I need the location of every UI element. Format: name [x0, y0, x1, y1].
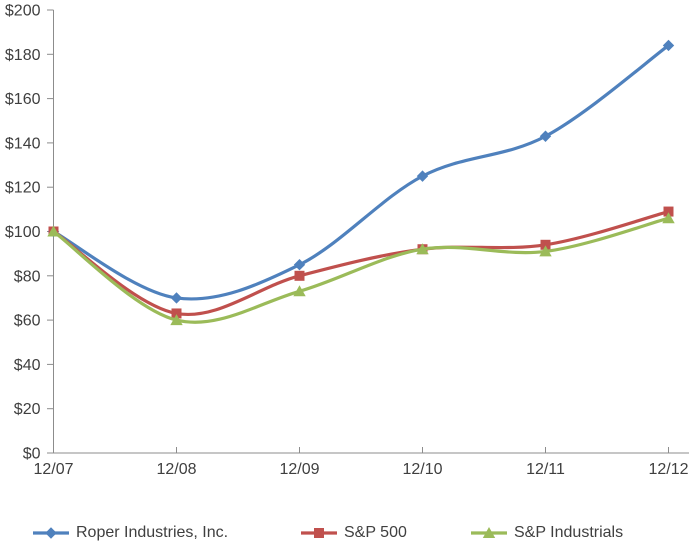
y-tick-label: $60 [14, 313, 41, 330]
y-tick-label: $80 [14, 268, 41, 285]
x-tick-label: 12/11 [526, 461, 565, 478]
legend-square-marker-icon [301, 528, 337, 538]
y-tick-label: $180 [5, 47, 41, 64]
plot-area: $0 $20 $40 $60 $80 $100 $120 $140 $160 $180 $200 12… [5, 3, 689, 478]
data-point-s-p-industrials [539, 245, 552, 257]
data-point-roper-industries-inc [539, 130, 552, 142]
data-point-s-p-industrials [416, 243, 429, 255]
y-tick-label: $100 [5, 224, 41, 241]
data-point-roper-industries-inc [662, 39, 675, 52]
x-tick-label: 12/07 [33, 461, 73, 478]
legend-triangle-marker-icon [471, 527, 507, 538]
legend-marker-shape [314, 528, 324, 538]
data-point-roper-industries-inc [170, 292, 183, 304]
legend-item-sp500: S&P 500 [300, 523, 407, 543]
x-tick-label: 12/08 [156, 461, 196, 478]
y-tick-label: $120 [5, 180, 41, 197]
x-tick-label: 12/10 [402, 461, 442, 478]
series-line-s-p-industrials [51, 216, 671, 324]
legend-item-roper-industries: Roper Industries, Inc. [32, 523, 228, 543]
legend-label: Roper Industries, Inc. [76, 524, 229, 541]
y-tick-label: $140 [5, 135, 41, 152]
data-point-s-p-industrials [170, 314, 183, 326]
y-tick-label: $0 [23, 446, 41, 463]
x-tick-label: 12/09 [279, 461, 319, 478]
legend-diamond-marker-icon [33, 527, 69, 539]
data-point-s-p-industrials [293, 285, 306, 297]
legend-marker-shape [482, 527, 496, 538]
series-line-roper-industries-inc [51, 43, 671, 301]
y-tick-label: $20 [14, 401, 41, 418]
y-tick-label: $200 [5, 3, 41, 20]
data-point-s-p-industrials [47, 225, 60, 237]
series-line-s-p-500 [51, 209, 671, 317]
legend-label: S&P Industrials [514, 524, 624, 541]
data-point-s-p-500 [663, 206, 674, 217]
y-tick-label: $40 [14, 357, 41, 374]
data-point-roper-industries-inc [416, 170, 429, 182]
legend-marker-shape [45, 527, 57, 539]
legend-label: S&P 500 [344, 524, 407, 541]
x-tick-label: 12/12 [648, 461, 688, 478]
legend-item-sp-industrials: S&P Industrials [470, 523, 623, 543]
chart-legend: Roper Industries, Inc. S&P 500 S&P Indus… [0, 521, 691, 547]
data-point-s-p-500 [540, 239, 551, 250]
data-point-s-p-500 [294, 270, 305, 281]
data-point-s-p-industrials [662, 212, 675, 224]
data-point-roper-industries-inc [293, 259, 306, 271]
data-point-s-p-500 [171, 308, 182, 319]
y-tick-label: $160 [5, 91, 41, 108]
